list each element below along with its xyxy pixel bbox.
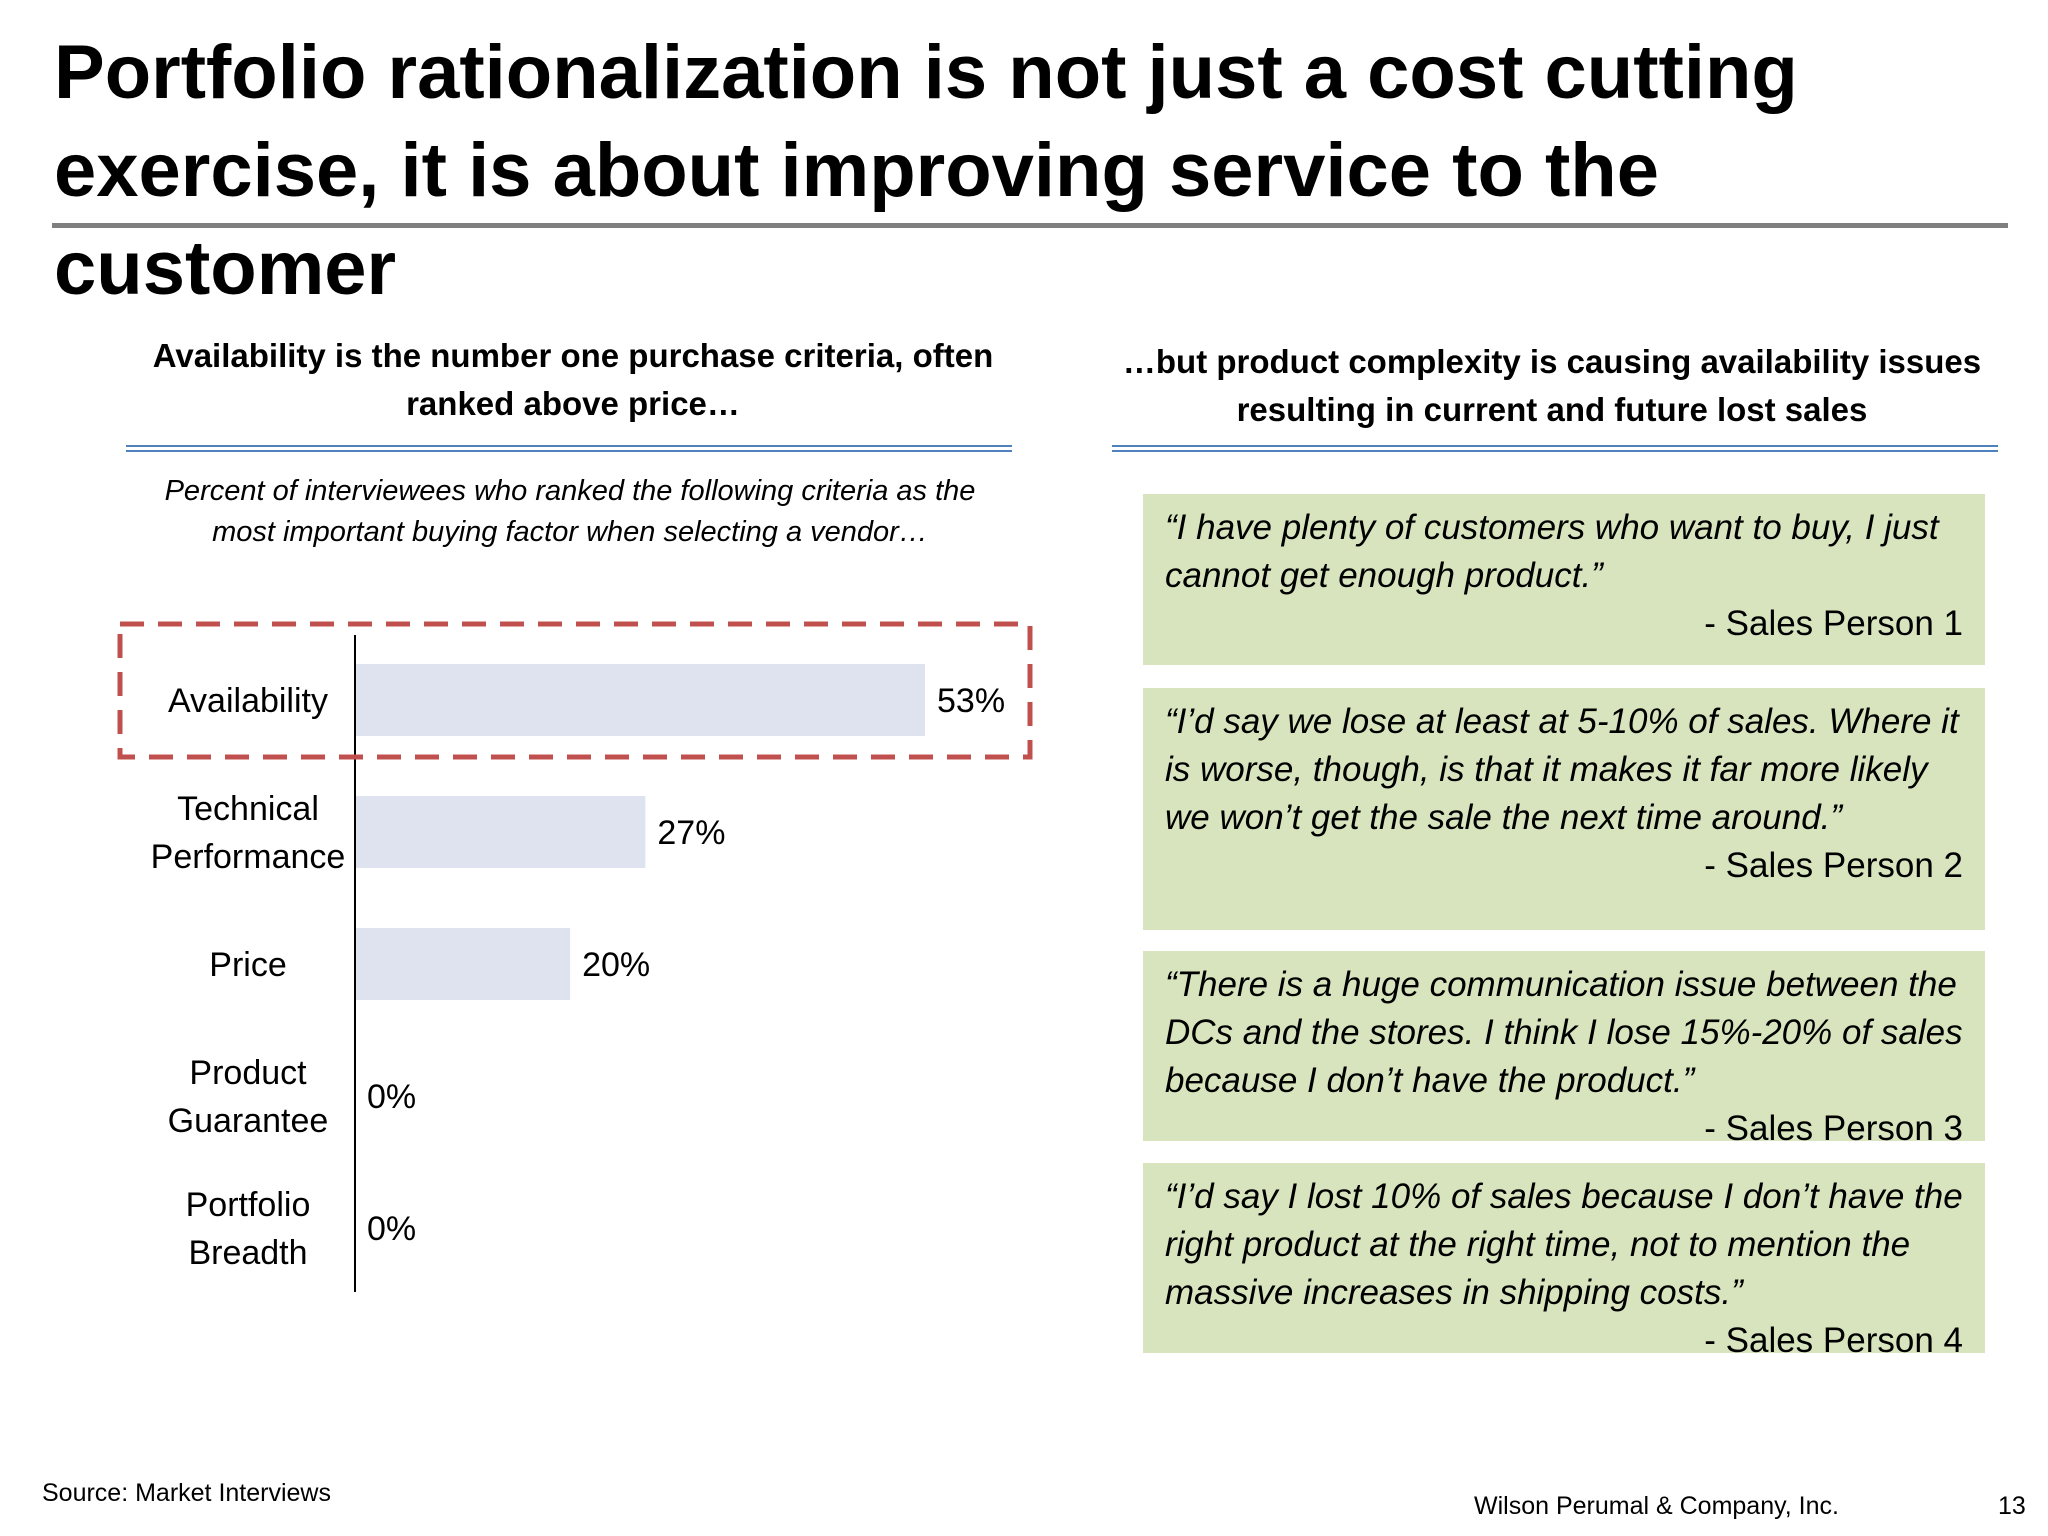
category-label: Product Guarantee: [168, 1054, 329, 1140]
bar: [355, 928, 571, 1000]
quote-author: - Sales Person 1: [1704, 604, 1963, 643]
bar: [355, 796, 646, 868]
value-label: 27%: [657, 814, 725, 852]
value-label: 0%: [367, 1078, 416, 1116]
quote-text: “I have plenty of customers who want to …: [1165, 508, 1939, 595]
quote-box: “I’d say we lose at least at 5-10% of sa…: [1143, 688, 1985, 930]
slide-title: Portfolio rationalization is not just a …: [54, 30, 1798, 311]
quote-author: - Sales Person 2: [1704, 846, 1963, 885]
value-label: 20%: [582, 946, 650, 984]
page-number: 13: [1998, 1492, 2026, 1520]
quote-box: “I have plenty of customers who want to …: [1143, 494, 1985, 665]
quote-author: - Sales Person 4: [1704, 1321, 1963, 1360]
category-label: Technical Performance: [151, 790, 346, 876]
right-heading-divider: [1112, 445, 1998, 452]
right-panel-heading: …but product complexity is causing avail…: [1122, 343, 1982, 428]
quote-text: “I’d say I lost 10% of sales because I d…: [1165, 1177, 1963, 1312]
quote-text: “I’d say we lose at least at 5-10% of sa…: [1165, 702, 1959, 837]
category-label: Portfolio Breadth: [186, 1186, 311, 1272]
title-divider: [52, 223, 2008, 228]
quote-box: “I’d say I lost 10% of sales because I d…: [1143, 1163, 1985, 1360]
source-note: Source: Market Interviews: [42, 1479, 331, 1507]
quote-author: - Sales Person 3: [1704, 1109, 1963, 1148]
quote-box: “There is a huge communication issue bet…: [1143, 951, 1985, 1148]
category-label: Price: [209, 946, 286, 984]
left-panel-heading: Availability is the number one purchase …: [152, 337, 994, 422]
company-name: Wilson Perumal & Company, Inc.: [1474, 1492, 1839, 1520]
chart-caption: Percent of interviewees who ranked the f…: [164, 475, 976, 548]
bar: [355, 664, 925, 736]
highlight-box: [117, 621, 1033, 760]
value-label: 53%: [937, 682, 1005, 720]
category-label: Availability: [168, 682, 328, 720]
value-label: 0%: [367, 1210, 416, 1248]
left-heading-divider: [126, 445, 1012, 452]
quote-text: “There is a huge communication issue bet…: [1165, 965, 1963, 1100]
